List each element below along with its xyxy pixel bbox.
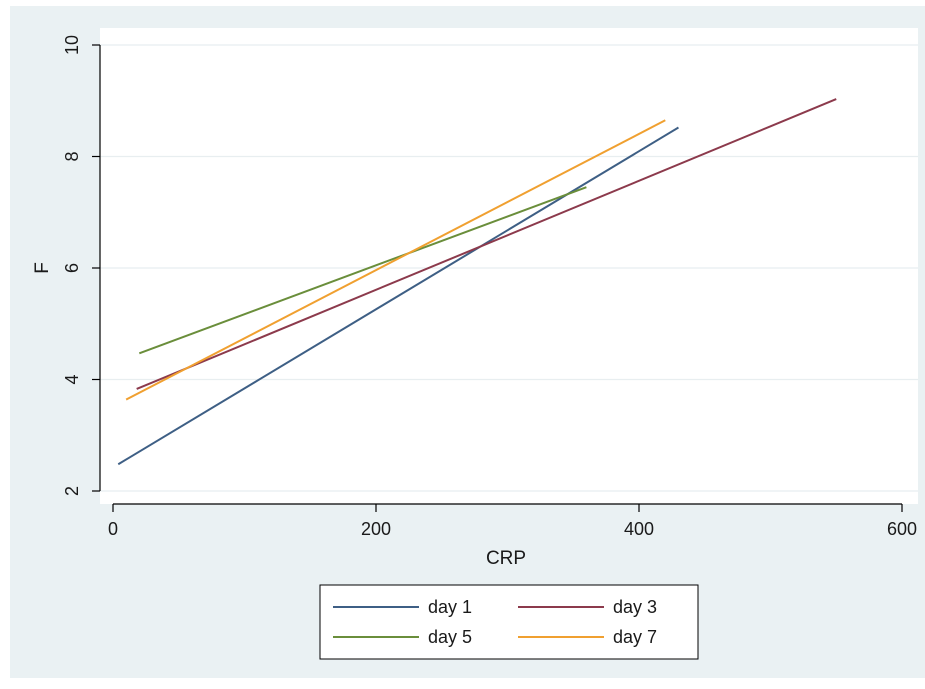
- y-axis-label: F: [32, 262, 53, 274]
- gridlines: [100, 44, 918, 492]
- y-tick-label: 4: [62, 374, 82, 384]
- legend-label: day 1: [428, 597, 472, 617]
- legend-box: [319, 584, 699, 660]
- x-tick-label: 400: [624, 519, 654, 539]
- plot-area: [100, 28, 918, 504]
- y-tick-label: 10: [62, 35, 82, 55]
- x-tick-label: 600: [887, 519, 917, 539]
- x-tick-label: 200: [361, 519, 391, 539]
- series-line-day-7: [125, 119, 666, 401]
- legend-label: day 7: [613, 627, 657, 647]
- x-axis-label: CRP: [486, 548, 526, 569]
- series-line-day-1: [117, 126, 679, 466]
- axes: 2 4 6 8 10 0 200 400 600: [62, 35, 917, 539]
- legend-label: day 5: [428, 627, 472, 647]
- series-line-day-5: [138, 186, 587, 355]
- x-tick-label: 0: [108, 519, 118, 539]
- y-tick-label: 2: [62, 486, 82, 496]
- y-tick-label: 8: [62, 151, 82, 161]
- legend-label: day 3: [613, 597, 657, 617]
- legend: day 1 day 3 day 5 day 7: [319, 584, 699, 660]
- series-line-day-3: [136, 98, 837, 390]
- y-tick-label: 6: [62, 263, 82, 273]
- series-lines: [117, 98, 837, 466]
